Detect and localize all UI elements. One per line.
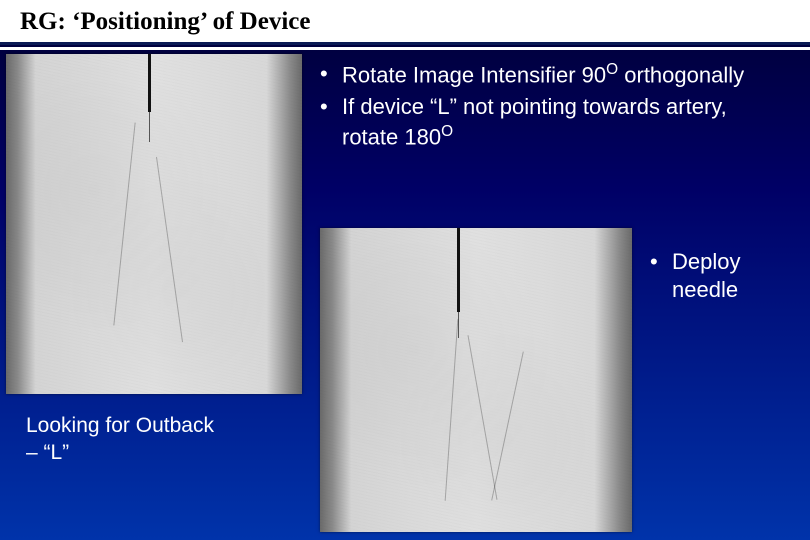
- bullet-item: Rotate Image Intensifier 90O orthogonall…: [316, 60, 786, 89]
- slide-title: RG: ‘Positioning’ of Device: [20, 8, 790, 36]
- catheter-needle-icon: [457, 228, 460, 312]
- bullet-text-sup: O: [441, 123, 453, 140]
- bullet-item: Deploy needle: [646, 248, 806, 304]
- slide-content: Rotate Image Intensifier 90O orthogonall…: [0, 50, 810, 540]
- xray-image-right: [320, 228, 632, 532]
- bullet-text-prefix: Rotate Image Intensifier 90: [342, 62, 606, 87]
- catheter-needle-icon: [148, 54, 151, 112]
- vessel-trace: [445, 319, 459, 501]
- title-bar: RG: ‘Positioning’ of Device: [0, 0, 810, 45]
- vessel-trace: [491, 351, 524, 500]
- image-caption: Looking for Outback – “L”: [26, 412, 226, 467]
- bullet-text-sup: O: [606, 61, 618, 78]
- bullet-text-prefix: If device “L” not pointing towards arter…: [342, 94, 727, 148]
- bullet-list-top: Rotate Image Intensifier 90O orthogonall…: [316, 60, 786, 155]
- vessel-trace: [468, 336, 498, 501]
- bullet-text-suffix: orthogonally: [618, 62, 744, 87]
- bullet-item: If device “L” not pointing towards arter…: [316, 93, 786, 151]
- bullet-text: Deploy needle: [672, 249, 740, 302]
- vessel-trace: [156, 157, 183, 342]
- xray-image-left: [6, 54, 302, 394]
- bullet-list-right: Deploy needle: [646, 248, 806, 304]
- vessel-trace: [114, 123, 136, 326]
